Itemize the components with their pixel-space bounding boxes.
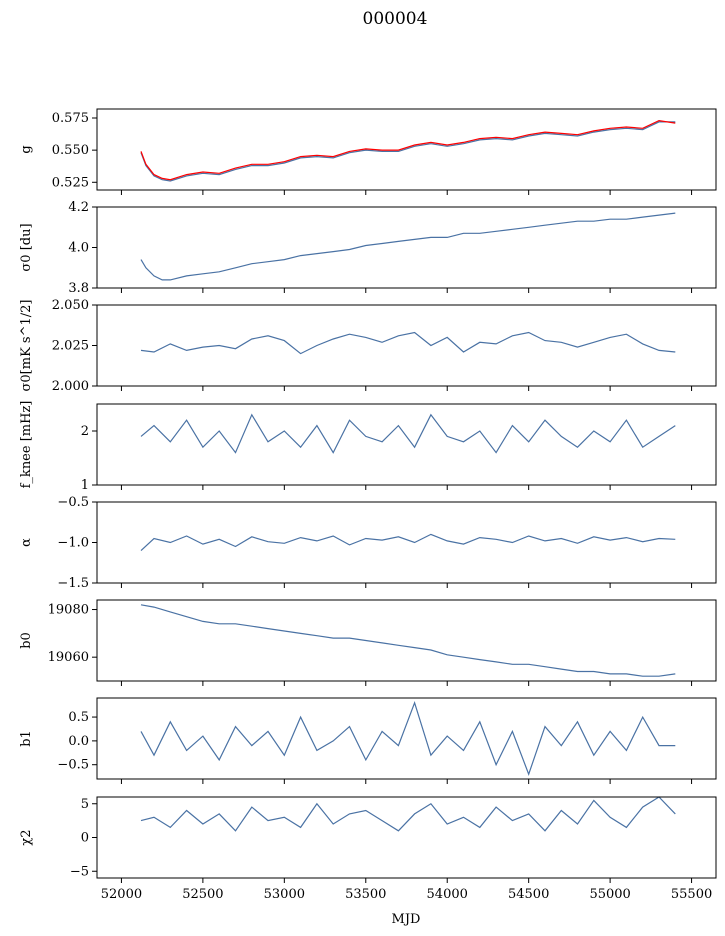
y-axis-label: b1 xyxy=(19,730,34,747)
x-tick-label: 53500 xyxy=(345,887,386,902)
y-tick-label: −5 xyxy=(70,864,89,879)
figure-title: 000004 xyxy=(363,9,428,29)
plot-frame xyxy=(96,599,717,682)
y-axis-label: b0 xyxy=(19,632,34,649)
y-tick-label: −0.5 xyxy=(57,495,89,510)
subplot-6: 19060 19080 b0 xyxy=(19,599,717,686)
x-tick-label: 55000 xyxy=(589,887,630,902)
y-axis-label: α xyxy=(19,538,34,547)
plot-frame xyxy=(96,108,717,191)
y-tick-label: 19080 xyxy=(48,603,89,618)
plot-frame xyxy=(96,304,717,387)
subplot-2: 3.8 4.0 4.2 σ0 [du] xyxy=(19,200,717,296)
x-tick-label: 53000 xyxy=(264,887,305,902)
subplot-8: −5 0 5 52000 52500 53000 53500 54000 54500 55000 5… xyxy=(19,796,717,902)
y-axis-label: σ0[mK s^1/2] xyxy=(19,300,34,392)
series-line xyxy=(140,604,676,677)
y-tick-label: −0.5 xyxy=(57,758,89,773)
y-tick-label: 3.8 xyxy=(68,281,89,296)
series-line xyxy=(140,331,676,355)
y-axis-label: σ0 [du] xyxy=(19,223,34,271)
y-tick-label: 0 xyxy=(81,831,89,846)
y-tick-label: 1 xyxy=(81,478,89,493)
x-tick-label: 54000 xyxy=(427,887,468,902)
y-tick-label: 4.2 xyxy=(68,200,89,215)
y-tick-label: −1.5 xyxy=(57,576,89,591)
y-tick-label: 2.025 xyxy=(52,339,89,354)
y-tick-label: 0.0 xyxy=(68,734,89,749)
x-tick-label: 54500 xyxy=(508,887,549,902)
x-tick-label: 52000 xyxy=(101,887,142,902)
x-tick-label: 55500 xyxy=(671,887,712,902)
plot-frame xyxy=(96,697,717,780)
series-line xyxy=(140,413,676,454)
plot-frame xyxy=(96,501,717,584)
series-line-overlay xyxy=(140,119,676,181)
subplot-7: −0.5 0.0 0.5 b1 xyxy=(19,697,717,784)
x-axis-label: MJD xyxy=(392,912,421,927)
series-line xyxy=(140,700,676,776)
y-tick-label: 0.525 xyxy=(52,175,89,190)
y-axis-label: g xyxy=(19,145,34,153)
subplot-5: −1.5 −1.0 −0.5 α xyxy=(19,495,717,591)
series-line xyxy=(140,212,676,281)
y-tick-label: 2.050 xyxy=(52,298,89,313)
plot-frame xyxy=(96,796,717,879)
y-tick-label: 2.000 xyxy=(52,379,89,394)
y-tick-label: 0.575 xyxy=(52,111,89,126)
y-tick-label: 2 xyxy=(81,424,89,439)
y-tick-label: −1.0 xyxy=(57,536,89,551)
x-tick-label: 52500 xyxy=(182,887,223,902)
series-line xyxy=(140,796,676,832)
y-tick-label: 5 xyxy=(81,797,89,812)
y-tick-label: 0.550 xyxy=(52,143,89,158)
subplot-3: 2.000 2.025 2.050 σ0[mK s^1/2] xyxy=(19,298,717,394)
y-tick-label: 4.0 xyxy=(68,241,89,256)
y-tick-label: 0.5 xyxy=(68,710,89,725)
subplot-4: 1 2 f_knee [mHz] xyxy=(19,401,717,493)
y-axis-label: f_knee [mHz] xyxy=(19,401,34,489)
subplot-1: 0.525 0.550 0.575 g xyxy=(19,108,717,195)
y-axis-label: χ2 xyxy=(19,829,34,845)
y-tick-label: 19060 xyxy=(48,650,89,665)
series-line-primary xyxy=(140,121,676,182)
series-line xyxy=(140,533,676,552)
plot-frame xyxy=(96,403,717,486)
